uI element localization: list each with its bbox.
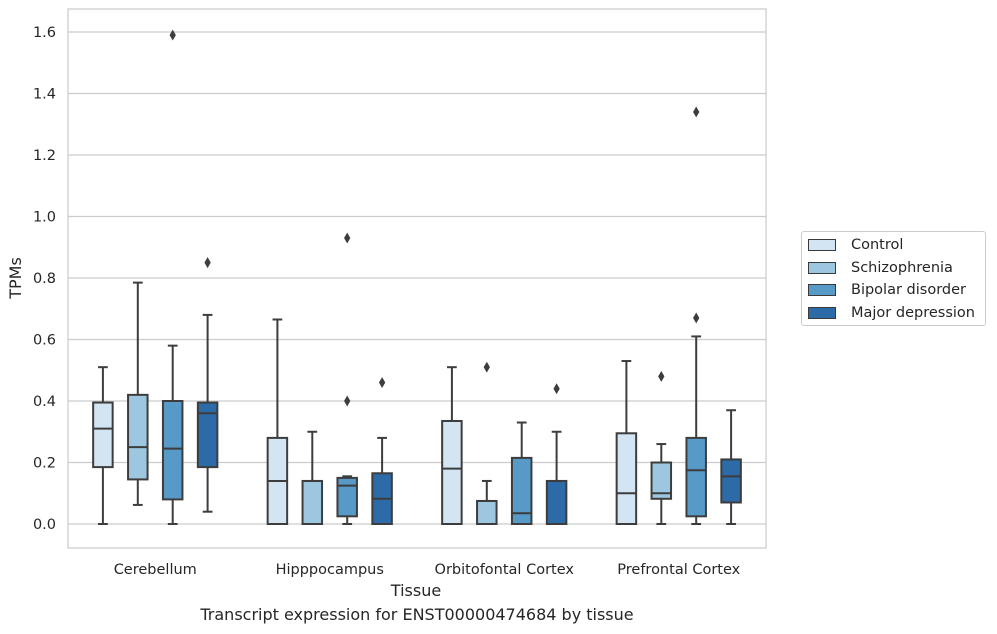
y-tick-label: 0.8 xyxy=(33,271,56,287)
box-control xyxy=(615,432,638,526)
legend-label-control: Control xyxy=(851,237,904,253)
legend-item-major-depression: Major depression xyxy=(808,303,975,323)
legend-item-schizophrenia: Schizophrenia xyxy=(808,258,953,278)
x-tick-label: Prefrontal Cortex xyxy=(617,562,740,578)
outlier-major-depression xyxy=(204,257,211,269)
outlier-bipolar-disorder xyxy=(693,106,700,118)
grid-lines xyxy=(68,31,766,525)
x-tick-label: Cerebellum xyxy=(114,562,197,578)
legend-label-schizophrenia: Schizophrenia xyxy=(851,260,953,276)
outlier-bipolar-disorder xyxy=(693,312,700,324)
box-control xyxy=(441,419,463,525)
legend-label-major-depression: Major depression xyxy=(851,305,975,321)
box-major-depression xyxy=(545,479,568,526)
y-tick-label: 1.6 xyxy=(33,25,56,41)
legend-swatch-control xyxy=(808,239,836,251)
y-tick-label: 1.0 xyxy=(33,210,56,226)
y-tick-label: 0.6 xyxy=(33,333,56,349)
x-tick-label: Hipppocampus xyxy=(276,562,384,578)
y-axis-label: TPMs xyxy=(6,257,25,300)
figure-caption: Transcript expression for ENST0000047468… xyxy=(200,605,634,624)
box-control xyxy=(92,401,114,469)
box-schizophrenia xyxy=(127,393,149,481)
box-major-depression xyxy=(196,401,219,469)
y-tick-label: 1.2 xyxy=(33,148,56,164)
legend-swatch-bipolar-disorder xyxy=(808,284,836,296)
legend-item-bipolar-disorder: Bipolar disorder xyxy=(808,280,966,300)
outlier-major-depression xyxy=(553,383,560,395)
box-bipolar-disorder xyxy=(685,436,707,518)
box-schizophrenia xyxy=(476,499,498,525)
outlier-schizophrenia xyxy=(658,370,665,382)
y-tick-label: 0.0 xyxy=(33,517,56,533)
x-tick-label: Orbitofontal Cortex xyxy=(435,562,575,578)
outlier-bipolar-disorder xyxy=(344,395,351,407)
legend-label-bipolar-disorder: Bipolar disorder xyxy=(851,282,966,298)
box-schizophrenia xyxy=(301,479,324,526)
box-series xyxy=(92,29,742,526)
legend-item-control: Control xyxy=(808,235,903,255)
plot-frame xyxy=(67,8,767,549)
y-tick-labels: 0.0 0.2 0.4 0.6 0.8 1.0 1.2 1.4 1.6 xyxy=(33,25,56,533)
outlier-bipolar-disorder xyxy=(344,232,351,244)
y-tick-label: 0.2 xyxy=(33,456,56,472)
y-tick-label: 1.4 xyxy=(33,87,56,103)
box-bipolar-disorder xyxy=(161,400,184,501)
x-axis-label: Tissue xyxy=(390,581,441,600)
box-major-depression xyxy=(720,458,742,504)
legend: Control Schizophrenia Bipolar disorder M… xyxy=(801,231,986,326)
legend-swatch-major-depression xyxy=(808,307,836,319)
x-tick-labels: Cerebellum Hipppocampus Orbitofontal Corte… xyxy=(114,562,741,578)
box-schizophrenia xyxy=(650,461,673,500)
outlier-major-depression xyxy=(378,377,386,389)
legend-swatch-schizophrenia xyxy=(808,262,836,274)
outlier-schizophrenia xyxy=(483,361,490,373)
y-tick-label: 0.4 xyxy=(33,394,56,410)
box-bipolar-disorder xyxy=(336,476,358,518)
outlier-bipolar-disorder xyxy=(169,29,176,41)
box-bipolar-disorder xyxy=(510,456,533,526)
